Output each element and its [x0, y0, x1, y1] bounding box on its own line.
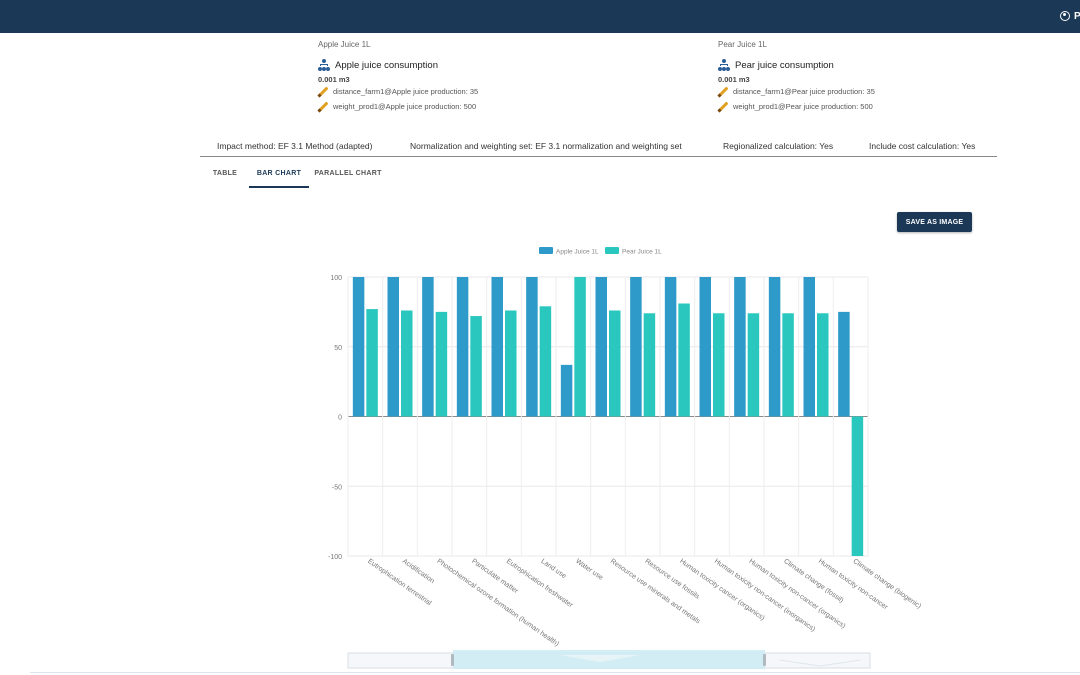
parameter-label: distance_farm1@Pear juice production: 35	[733, 87, 875, 96]
tab-bar-chart[interactable]: BAR CHART	[249, 164, 309, 188]
user-menu[interactable]: P	[1060, 9, 1080, 23]
product-amount: 0.001 m3	[718, 75, 750, 84]
product-tree-icon	[318, 59, 330, 71]
top-navbar: P	[0, 0, 1080, 33]
bar-apple	[630, 277, 642, 417]
bar-apple	[560, 364, 573, 417]
bar-apple	[456, 277, 469, 417]
bar-pear	[713, 313, 725, 417]
y-tick-label: 50	[334, 345, 342, 352]
bar-pear	[747, 313, 760, 417]
x-tick-label: Photochemical ozone formation (human hea…	[436, 558, 561, 648]
bar-pear	[678, 303, 690, 417]
legend-label: Pear Juice 1L	[622, 249, 662, 256]
bar-apple	[768, 277, 781, 417]
bar-pear	[401, 310, 413, 417]
y-tick-label: -50	[332, 484, 342, 491]
x-tick-label: Climate change (biogenic)	[852, 558, 923, 610]
tab-parallel-chart[interactable]: PARALLEL CHART	[314, 170, 382, 177]
bar-apple	[526, 277, 538, 417]
cost-calculation-info: Include cost calculation: Yes	[869, 141, 976, 151]
parameter-label: weight_prod1@Pear juice production: 500	[733, 102, 873, 111]
bar-apple	[699, 277, 711, 417]
x-tick-label: Eutrophication freshwater	[505, 558, 575, 610]
normalization-info: Normalization and weighting set: EF 3.1 …	[410, 141, 682, 151]
legend-swatch	[605, 247, 619, 254]
product-panel-pear: Pear Juice 1L Pear juice consumption 0.0…	[718, 40, 1058, 114]
x-tick-label: Human toxicity non-cancer	[817, 558, 889, 612]
product-consumption[interactable]: Pear juice consumption	[718, 59, 1058, 71]
calculation-info-row: Impact method: EF 3.1 Method (adapted) N…	[200, 139, 997, 157]
zoom-handle-right[interactable]	[763, 654, 766, 666]
zoom-preview	[560, 655, 640, 662]
bar-apple	[734, 277, 746, 417]
bar-pear	[435, 311, 448, 417]
y-tick-label: 0	[338, 415, 342, 422]
bar-pear	[609, 310, 621, 417]
user-account-icon	[1060, 11, 1070, 21]
product-panel-apple: Apple Juice 1L Apple juice consumption 0…	[318, 40, 658, 114]
bar-pear	[574, 277, 586, 417]
bar-apple	[352, 277, 365, 417]
product-name: Pear Juice 1L	[718, 40, 767, 49]
parameter-item[interactable]: weight_prod1@Pear juice production: 500	[718, 99, 1058, 114]
product-consumption[interactable]: Apple juice consumption	[318, 59, 658, 71]
product-name: Apple Juice 1L	[318, 40, 371, 49]
bar-pear	[817, 313, 829, 417]
parameter-item[interactable]: distance_farm1@Apple juice production: 3…	[318, 84, 658, 99]
bar-apple	[664, 277, 677, 417]
bar-pear	[470, 316, 482, 417]
user-label: P	[1074, 10, 1080, 22]
x-tick-label: Water use	[574, 558, 604, 582]
bar-pear	[782, 313, 794, 417]
chart-legend: Apple Juice 1L Pear Juice 1L	[539, 247, 662, 256]
bar-pear	[539, 306, 552, 417]
tab-table[interactable]: TABLE	[212, 170, 238, 177]
bar-pear	[851, 416, 864, 556]
bar-pear	[643, 313, 656, 417]
impact-method-info: Impact method: EF 3.1 Method (adapted)	[217, 141, 373, 151]
x-tick-label: Land use	[540, 558, 568, 580]
zoom-handle-left[interactable]	[451, 654, 454, 666]
save-as-image-button[interactable]: SAVE AS IMAGE	[897, 212, 972, 232]
x-tick-label: Climate change (fossil)	[782, 558, 844, 605]
product-tree-icon	[718, 59, 730, 71]
consumption-label: Apple juice consumption	[335, 59, 438, 71]
bar-apple	[422, 277, 434, 417]
bar-apple	[387, 277, 399, 417]
legend-label: Apple Juice 1L	[556, 249, 599, 256]
x-tick-label: Eutrophication terrestrial	[366, 558, 433, 608]
data-zoom-slider[interactable]	[347, 650, 871, 669]
bar-apple	[838, 311, 850, 417]
x-tick-label: Acidification	[401, 558, 436, 585]
bar-apple	[803, 277, 815, 417]
regionalized-info: Regionalized calculation: Yes	[723, 141, 834, 151]
parameter-label: weight_prod1@Apple juice production: 500	[333, 102, 477, 111]
bar-apple	[491, 277, 503, 417]
bar-pear	[366, 309, 378, 417]
product-amount: 0.001 m3	[318, 75, 350, 84]
zoom-preview	[779, 659, 861, 667]
page-divider	[30, 672, 1080, 673]
parameter-item[interactable]: weight_prod1@Apple juice production: 500	[318, 99, 658, 114]
parameter-item[interactable]: distance_farm1@Pear juice production: 35	[718, 84, 1058, 99]
parameter-label: distance_farm1@Apple juice production: 3…	[333, 87, 479, 96]
legend-swatch	[539, 247, 553, 254]
bar-pear	[505, 310, 517, 417]
bar-apple	[595, 277, 607, 417]
y-tick-label: 100	[330, 275, 342, 282]
y-tick-label: -100	[328, 554, 342, 561]
consumption-label: Pear juice consumption	[735, 59, 834, 71]
